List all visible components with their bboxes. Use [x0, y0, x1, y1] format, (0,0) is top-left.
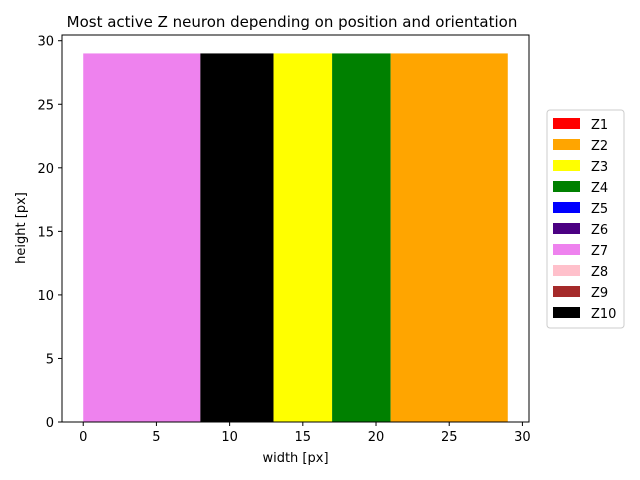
x-tick-label: 5 — [152, 430, 160, 445]
legend-swatch-z2 — [553, 139, 580, 150]
legend-label-z9: Z9 — [591, 286, 608, 301]
legend-swatch-z6 — [553, 223, 580, 234]
x-axis-ticks: 0 5 10 15 20 25 30 — [79, 422, 531, 445]
y-tick-label: 25 — [37, 98, 54, 113]
x-tick-label: 0 — [79, 430, 87, 445]
x-tick-label: 10 — [221, 430, 238, 445]
y-tick-label: 20 — [37, 162, 54, 177]
region-z4 — [332, 53, 391, 423]
legend-swatch-z3 — [553, 160, 580, 171]
x-tick-label: 30 — [514, 430, 531, 445]
legend-label-z3: Z3 — [591, 160, 608, 175]
legend-swatch-z7 — [553, 244, 580, 255]
x-tick-label: 15 — [295, 430, 312, 445]
region-z10 — [200, 53, 274, 423]
x-tick-label: 20 — [368, 430, 385, 445]
x-axis-title: width [px] — [262, 451, 328, 466]
legend-swatch-z4 — [553, 181, 580, 192]
regions-layer — [83, 53, 508, 423]
legend-label-z7: Z7 — [591, 244, 608, 259]
legend-swatch-z9 — [553, 286, 580, 297]
legend-label-z4: Z4 — [591, 181, 608, 196]
legend-label-z10: Z10 — [591, 307, 616, 322]
legend-label-z1: Z1 — [591, 118, 608, 133]
x-tick-label: 25 — [441, 430, 458, 445]
legend-label-z2: Z2 — [591, 139, 608, 154]
region-z2 — [390, 53, 508, 423]
legend-swatch-z1 — [553, 118, 580, 129]
legend-label-z5: Z5 — [591, 202, 608, 217]
legend: Z1 Z2 Z3 Z4 Z5 Z6 Z7 Z8 Z9 Z10 — [546, 109, 625, 329]
legend-swatch-z5 — [553, 202, 580, 213]
y-tick-label: 30 — [37, 35, 54, 50]
legend-label-z6: Z6 — [591, 223, 608, 238]
legend-swatch-z10 — [553, 307, 580, 318]
y-tick-label: 10 — [37, 289, 54, 304]
region-z3 — [273, 53, 333, 423]
legend-swatch-z8 — [553, 265, 580, 276]
y-tick-label: 5 — [46, 352, 54, 367]
y-tick-label: 0 — [46, 416, 54, 431]
legend-label-z8: Z8 — [591, 265, 608, 280]
plot-frame — [61, 34, 530, 423]
y-tick-label: 15 — [37, 225, 54, 240]
region-z7 — [83, 53, 201, 423]
chart-title: Most active Z neuron depending on positi… — [67, 13, 518, 31]
y-axis-ticks: 0 5 10 15 20 25 30 — [37, 35, 62, 431]
y-axis-title: height [px] — [14, 192, 29, 264]
